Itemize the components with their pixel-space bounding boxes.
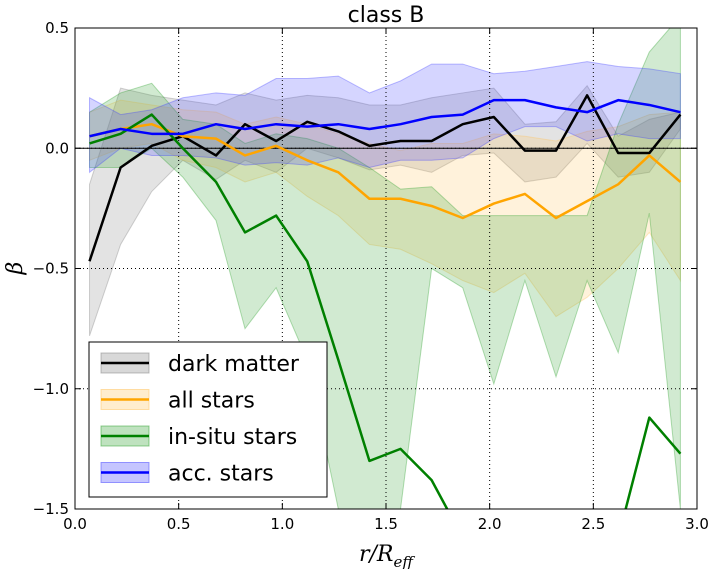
grid-lines [75, 28, 697, 509]
y-tick-label: −1.0 [33, 380, 69, 398]
series-lines [88, 94, 682, 509]
axis-ticks: 0.0 0.5 1.0 1.5 2.0 2.5 3.0 −1.5 −1.0 −0.5 0.0 0.5 [33, 19, 708, 533]
x-tick-label: 2.0 [478, 515, 502, 533]
x-axis-label-subscript: eff [393, 553, 415, 569]
line-in-situ-stars [89, 113, 682, 509]
legend-box [88, 341, 328, 498]
x-tick-label: 3.0 [685, 515, 708, 533]
legend-label-acc-stars: acc. stars [168, 462, 274, 487]
legend-label-in-situ-stars: in-situ stars [168, 425, 297, 450]
x-tick-label: 2.5 [581, 515, 605, 533]
x-tick-label: 1.0 [270, 515, 294, 533]
y-axis-label: β [3, 262, 28, 276]
x-tick-label: 0.5 [167, 515, 191, 533]
band-all-stars [89, 99, 681, 318]
band-acc-stars [89, 61, 681, 174]
x-tick-label: 0.0 [63, 515, 87, 533]
y-tick-label: −0.5 [33, 260, 69, 278]
y-tick-label: 0.5 [45, 19, 69, 37]
line-all-stars [89, 122, 682, 220]
chart-title: class B [348, 3, 425, 28]
legend: dark matter all stars in-situ stars acc. st… [88, 341, 328, 498]
line-acc-stars [89, 98, 681, 138]
y-tick-label: 0.0 [45, 139, 69, 157]
x-axis-label: r/Reff [359, 542, 415, 569]
line-dark-matter [88, 94, 682, 262]
legend-label-dark-matter: dark matter [168, 352, 300, 377]
y-tick-label: −1.5 [33, 500, 69, 518]
x-tick-label: 1.5 [374, 515, 398, 533]
legend-label-all-stars: all stars [168, 389, 255, 414]
x-axis-label-main: r/R [359, 542, 394, 567]
